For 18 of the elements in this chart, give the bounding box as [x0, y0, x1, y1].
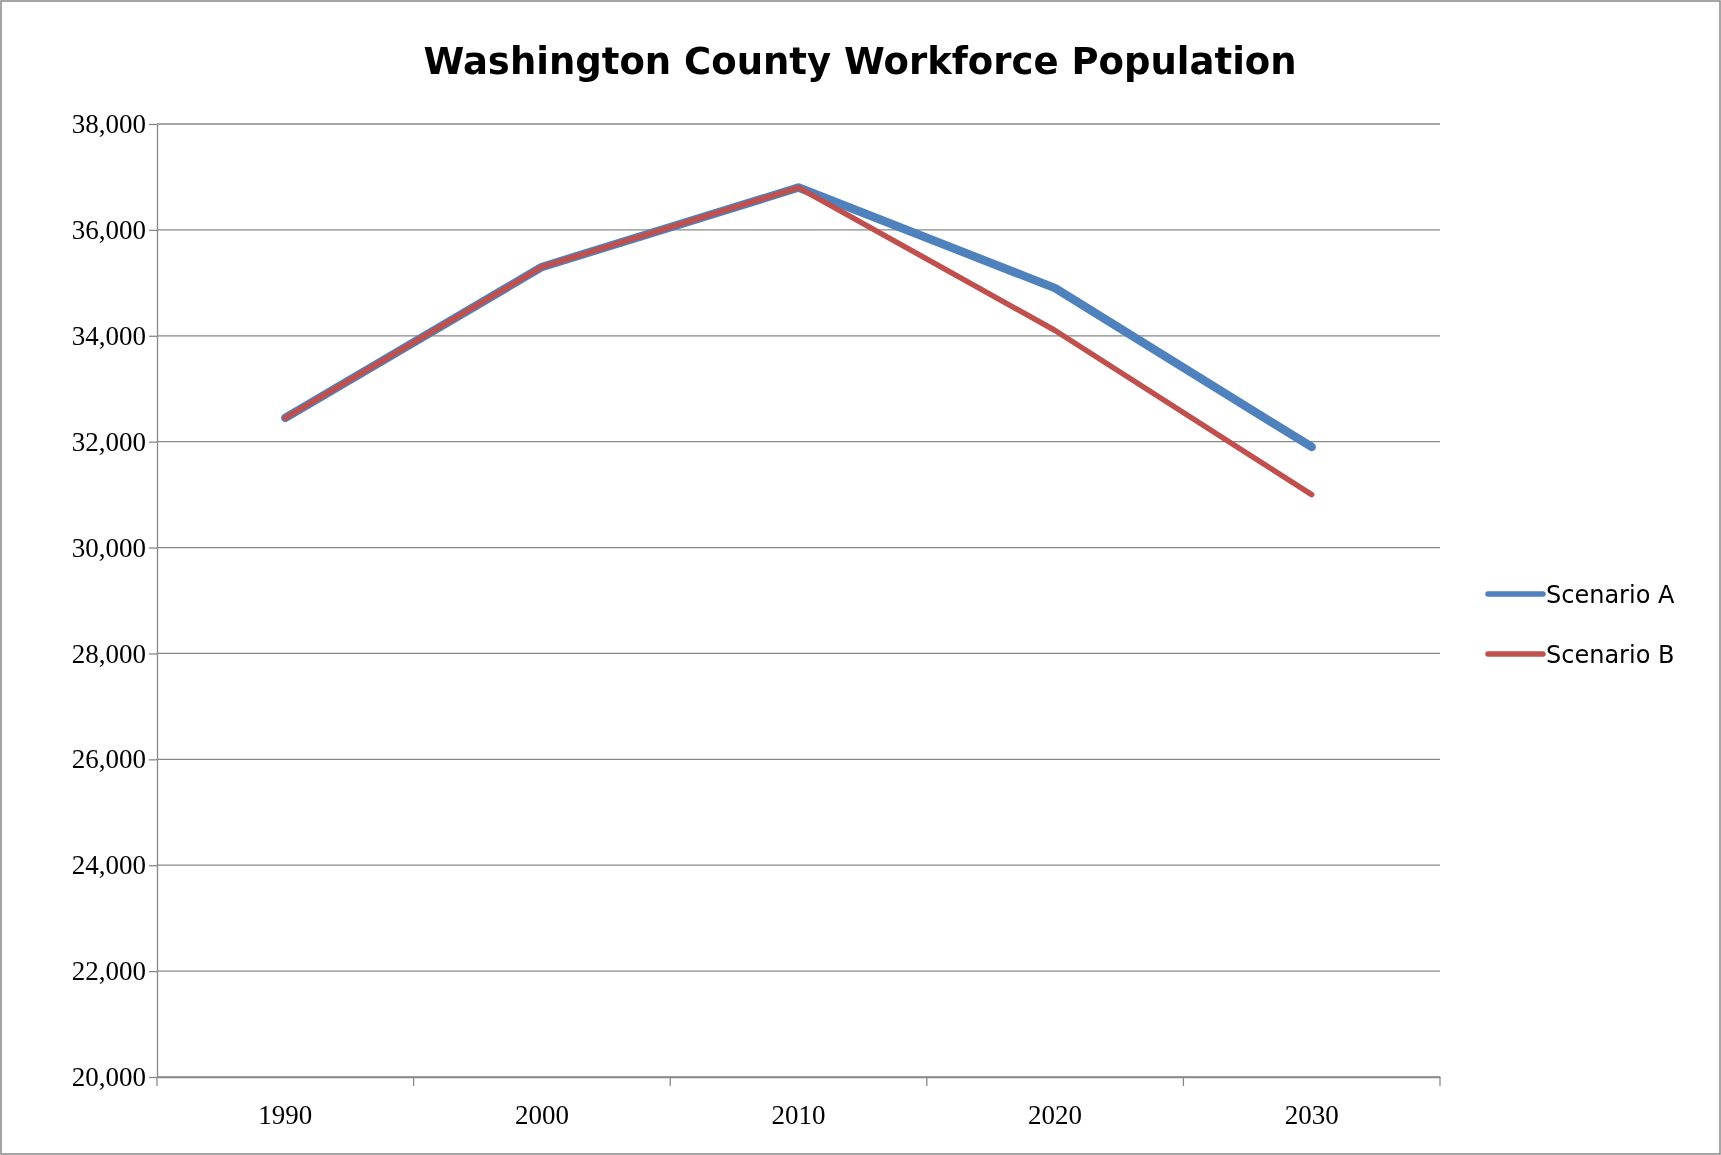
y-tick-label: 36,000 — [71, 215, 146, 246]
y-tick-label: 24,000 — [71, 850, 146, 881]
y-tick-label: 20,000 — [71, 1062, 146, 1093]
x-tick-label: 1990 — [258, 1100, 313, 1131]
legend-label: Scenario A — [1546, 581, 1675, 609]
y-tick-label: 28,000 — [71, 638, 146, 669]
y-tick-label: 30,000 — [71, 532, 146, 563]
legend-label: Scenario B — [1546, 641, 1675, 669]
y-tick-label: 38,000 — [71, 109, 146, 140]
x-tick-label: 2010 — [771, 1100, 826, 1131]
x-tick-label: 2020 — [1028, 1100, 1083, 1131]
y-tick-label: 26,000 — [71, 744, 146, 775]
chart-title: Washington County Workforce Population — [423, 40, 1297, 83]
x-tick-label: 2000 — [514, 1100, 569, 1131]
y-tick-label: 32,000 — [71, 426, 146, 457]
y-tick-label: 22,000 — [71, 956, 146, 987]
y-tick-label: 34,000 — [71, 320, 146, 351]
x-tick-label: 2030 — [1284, 1100, 1339, 1131]
